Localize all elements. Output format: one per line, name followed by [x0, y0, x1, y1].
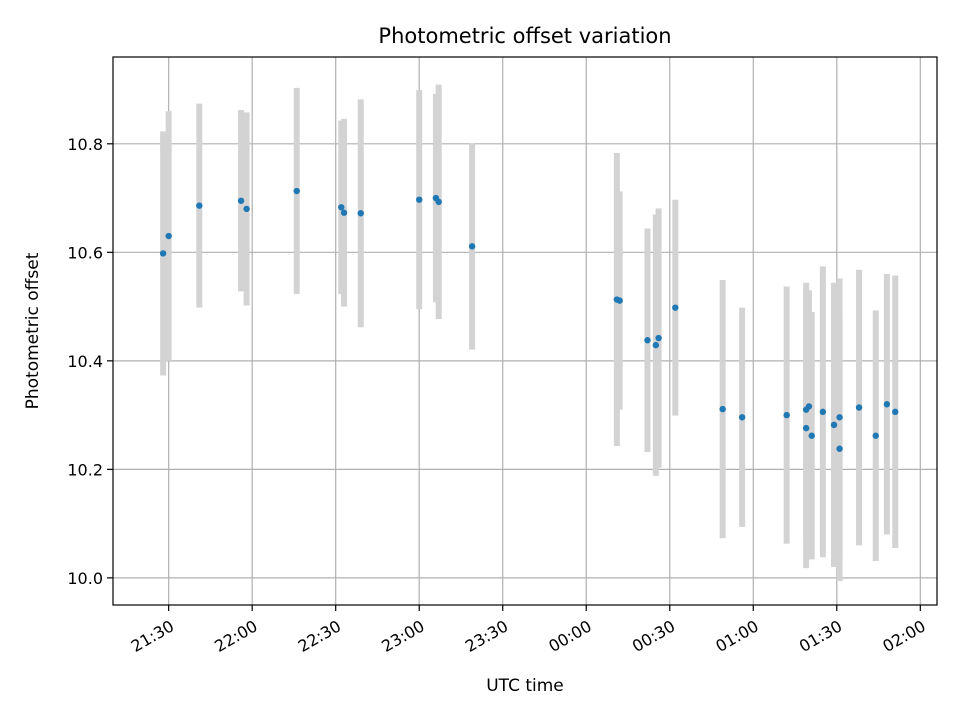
data-point — [802, 424, 810, 432]
data-point — [652, 341, 660, 349]
data-point — [672, 304, 679, 311]
data-point — [655, 334, 662, 342]
data-point — [293, 187, 300, 195]
y-tick-label: 10.6 — [67, 243, 103, 262]
y-tick-label: 10.2 — [67, 460, 103, 479]
point-layer — [159, 187, 899, 452]
data-point — [468, 243, 476, 250]
data-point — [243, 205, 250, 213]
y-axis-label: Photometric offset — [23, 252, 43, 409]
data-point — [783, 411, 790, 419]
data-point — [644, 337, 651, 344]
grid-layer — [113, 57, 937, 605]
data-point — [830, 421, 838, 429]
data-point — [883, 401, 891, 408]
x-axis-label: UTC time — [486, 676, 564, 696]
data-point — [738, 414, 746, 421]
data-point — [819, 408, 827, 416]
data-point — [435, 198, 442, 206]
data-point — [416, 196, 423, 203]
data-point — [616, 297, 623, 304]
data-point — [836, 445, 843, 452]
data-point — [159, 250, 167, 257]
plot-frame — [112, 56, 938, 606]
data-point — [855, 404, 863, 411]
data-point — [196, 202, 203, 209]
y-tick-label: 10.0 — [67, 569, 103, 588]
chart-title: Photometric offset variation — [378, 24, 671, 48]
data-point — [836, 414, 843, 421]
y-tick-label: 10.8 — [67, 135, 103, 154]
data-point — [892, 408, 899, 416]
data-point — [340, 209, 348, 216]
data-point — [357, 210, 364, 217]
data-point — [719, 405, 726, 413]
y-tick-label: 10.4 — [67, 352, 103, 371]
data-point — [808, 432, 815, 439]
data-point — [338, 204, 345, 211]
data-point — [165, 232, 172, 240]
data-point — [237, 197, 245, 204]
data-point — [872, 432, 879, 439]
data-point — [805, 403, 813, 410]
